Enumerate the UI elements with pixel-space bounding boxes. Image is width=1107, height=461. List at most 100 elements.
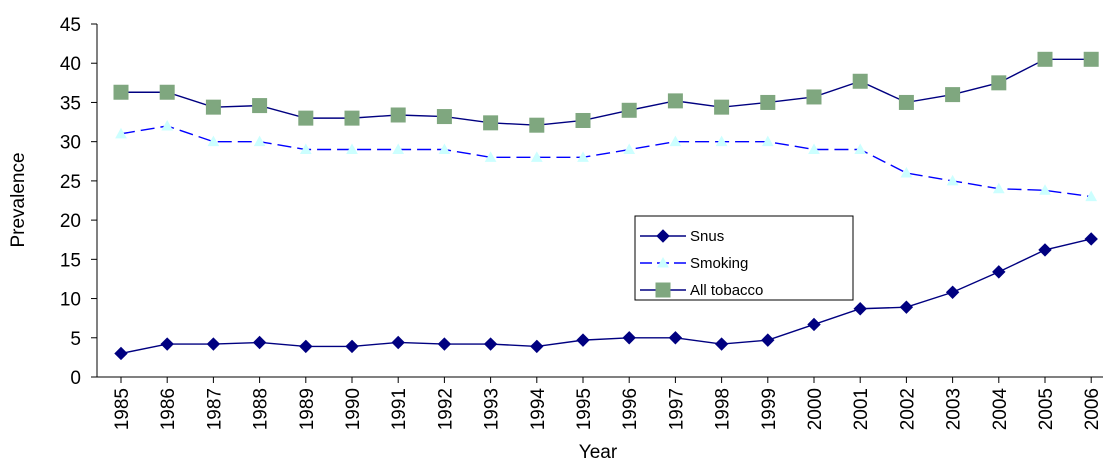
x-tick-label: 1993 bbox=[482, 388, 503, 430]
data-point bbox=[114, 346, 128, 361]
data-point bbox=[852, 73, 868, 89]
data-point bbox=[806, 89, 822, 105]
x-tick-label: 2000 bbox=[805, 388, 826, 430]
data-point bbox=[899, 300, 914, 314]
y-tick-label: 5 bbox=[70, 329, 81, 350]
x-tick-label: 1995 bbox=[574, 388, 595, 430]
y-ticks: 0 5 10 15 20 25 30 35 40 45 bbox=[60, 15, 97, 389]
data-point bbox=[576, 333, 590, 347]
data-point bbox=[529, 117, 545, 133]
data-point bbox=[715, 135, 728, 147]
y-tick-label: 25 bbox=[60, 172, 81, 193]
x-tick-label: 1986 bbox=[158, 388, 179, 430]
data-point bbox=[484, 151, 497, 162]
x-axis-title: Year bbox=[579, 442, 618, 461]
data-point bbox=[205, 99, 221, 115]
x-tick-label: 1987 bbox=[204, 388, 225, 430]
data-point bbox=[807, 317, 821, 332]
data-point bbox=[853, 302, 867, 316]
x-tick-label: 1997 bbox=[666, 388, 687, 430]
legend-marker bbox=[657, 256, 669, 268]
data-point bbox=[483, 115, 499, 131]
data-point bbox=[761, 333, 775, 347]
legend-items: Snus Smoking All tobacco bbox=[640, 228, 763, 299]
data-point bbox=[992, 265, 1006, 279]
data-point bbox=[946, 174, 959, 186]
data-point bbox=[1039, 184, 1051, 195]
data-point bbox=[206, 337, 221, 351]
x-tick-label: 1992 bbox=[435, 388, 456, 430]
data-point bbox=[252, 98, 268, 114]
data-point bbox=[436, 109, 452, 125]
x-tick-label: 1985 bbox=[112, 388, 133, 430]
series-line bbox=[121, 58, 1092, 126]
data-point bbox=[437, 337, 452, 351]
data-point bbox=[113, 84, 129, 100]
data-point bbox=[298, 110, 314, 126]
data-point bbox=[483, 337, 498, 351]
y-tick-label: 35 bbox=[60, 93, 81, 114]
data-point bbox=[898, 94, 914, 110]
data-point bbox=[621, 102, 637, 118]
data-point bbox=[945, 87, 961, 103]
series-layer bbox=[113, 51, 1099, 361]
data-point bbox=[161, 119, 174, 131]
data-point bbox=[761, 135, 774, 147]
series-snus bbox=[114, 232, 1098, 361]
data-point bbox=[808, 143, 820, 155]
legend: Snus Smoking All tobacco bbox=[634, 215, 854, 301]
data-point bbox=[530, 339, 544, 354]
data-point bbox=[390, 107, 406, 123]
x-tick-label: 2006 bbox=[1082, 388, 1103, 430]
legend-box bbox=[634, 215, 854, 301]
y-tick-label: 45 bbox=[60, 15, 81, 36]
y-tick-label: 40 bbox=[60, 54, 81, 75]
data-point bbox=[299, 143, 312, 155]
data-point bbox=[530, 151, 543, 162]
data-point bbox=[992, 182, 1005, 194]
y-tick-label: 15 bbox=[60, 250, 81, 271]
data-point bbox=[622, 331, 636, 345]
data-point bbox=[854, 143, 867, 155]
data-point bbox=[438, 143, 451, 155]
x-axis: 1985 1986 1987 1988 1989 1990 1991 1992 1993 1994… bbox=[97, 376, 1103, 431]
data-point bbox=[667, 93, 683, 109]
y-axis-title: Prevalence bbox=[8, 152, 29, 247]
x-tick-label: 1996 bbox=[620, 388, 641, 430]
data-point bbox=[346, 143, 358, 155]
legend-label: Smoking bbox=[690, 255, 748, 272]
data-point bbox=[623, 143, 636, 155]
legend-marker bbox=[655, 282, 671, 298]
y-tick-label: 30 bbox=[60, 133, 81, 154]
x-tick-label: 2002 bbox=[897, 388, 918, 430]
x-tick-label: 2003 bbox=[944, 388, 965, 430]
x-tick-label: 1994 bbox=[528, 388, 549, 431]
series-all-tobacco bbox=[113, 51, 1099, 133]
data-point bbox=[391, 335, 405, 350]
series-line bbox=[120, 125, 1092, 198]
data-point bbox=[160, 337, 174, 351]
y-tick-label: 0 bbox=[70, 368, 81, 389]
data-point bbox=[577, 151, 589, 162]
data-point bbox=[344, 110, 360, 126]
data-point bbox=[299, 339, 313, 354]
data-point bbox=[991, 75, 1007, 91]
x-tick-label: 2004 bbox=[990, 388, 1011, 431]
data-point bbox=[1037, 51, 1053, 67]
y-axis: 0 5 10 15 20 25 30 35 40 45 bbox=[60, 15, 98, 389]
x-tick-label: 1989 bbox=[297, 388, 318, 430]
x-tick-label: 1991 bbox=[389, 388, 410, 430]
legend-item: All tobacco bbox=[640, 282, 763, 299]
legend-label: Snus bbox=[690, 228, 724, 245]
data-point bbox=[252, 335, 267, 350]
data-point bbox=[669, 135, 682, 147]
data-point bbox=[115, 127, 127, 139]
x-tick-label: 2001 bbox=[851, 388, 872, 430]
data-point bbox=[159, 84, 175, 100]
data-point bbox=[1083, 51, 1099, 67]
series-smoking bbox=[115, 119, 1098, 202]
legend-label: All tobacco bbox=[690, 282, 763, 299]
data-point bbox=[345, 339, 359, 354]
legend-item: Smoking bbox=[640, 255, 748, 272]
